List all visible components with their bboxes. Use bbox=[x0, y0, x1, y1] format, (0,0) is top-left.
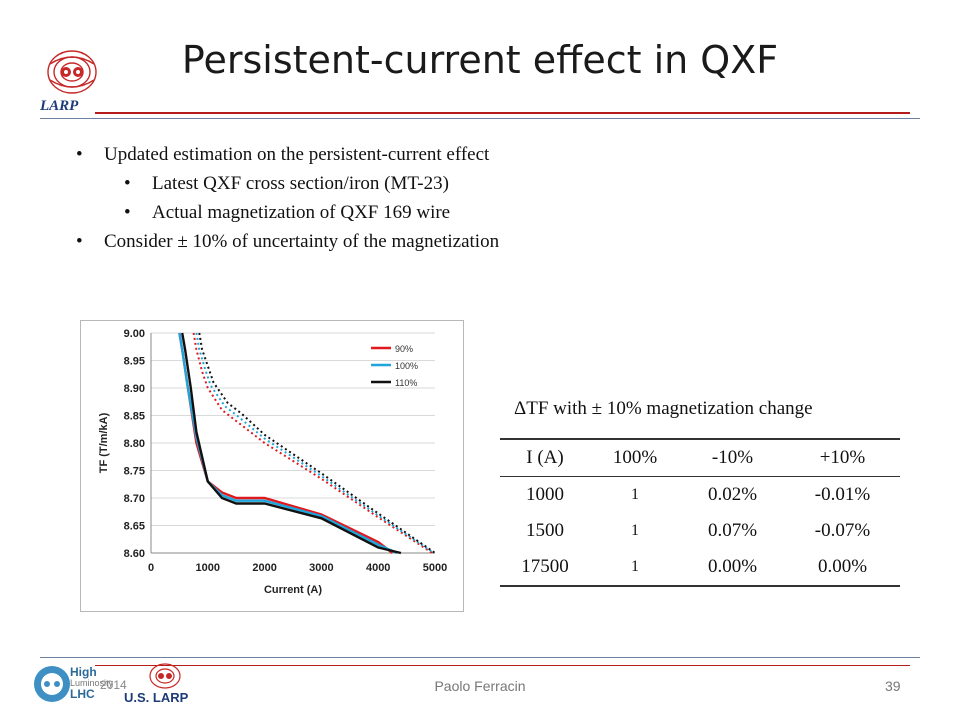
larp-logo-text: LARP bbox=[40, 98, 79, 114]
dotted-series-line bbox=[195, 332, 435, 554]
table-cell: 1500 bbox=[526, 520, 564, 541]
table-header-cell: I (A) bbox=[500, 438, 590, 477]
table-cell: 0.00% bbox=[680, 549, 785, 587]
bullet-item: • Actual magnetization of QXF 169 wire bbox=[124, 202, 451, 223]
table-cell: 0.07% bbox=[707, 520, 758, 541]
table-cell: 1 bbox=[631, 486, 639, 503]
x-tick-label: 5000 bbox=[423, 562, 447, 574]
table-cell: 0.00% bbox=[785, 549, 900, 587]
x-tick-label: 0 bbox=[148, 562, 154, 574]
bullet-list: • Updated estimation on the persistent-cu… bbox=[72, 140, 499, 256]
tf-vs-current-chart: 8.60 8.65 8.70 8.75 8.80 8.85 8.90 8.95 9.00 0 100… bbox=[98, 328, 447, 596]
bullet-item: • Latest QXF cross section/iron (MT-23) bbox=[124, 173, 449, 194]
y-tick-label: 8.80 bbox=[124, 438, 145, 450]
table-cell: 1 bbox=[590, 549, 680, 587]
hilumi-logo bbox=[34, 666, 70, 702]
y-tick-label: 9.00 bbox=[124, 328, 145, 340]
table-row: 1000 1 0.02% -0.01% bbox=[500, 477, 900, 514]
series-line bbox=[178, 332, 398, 555]
larp-logo bbox=[47, 50, 97, 94]
table-row: 1500 1 0.07% -0.07% bbox=[500, 513, 900, 549]
us-larp-logo-text: U.S. LARP bbox=[124, 690, 189, 705]
table-caption: ΔTF with ± 10% magnetization change bbox=[514, 398, 813, 419]
x-tick-label: 1000 bbox=[196, 562, 220, 574]
x-tick-label: 4000 bbox=[366, 562, 390, 574]
page-number: 39 bbox=[885, 678, 901, 694]
table-cell: 1000 bbox=[526, 484, 564, 505]
legend-label: 100% bbox=[395, 361, 418, 371]
y-tick-label: 8.95 bbox=[124, 356, 145, 368]
dotted-series-line bbox=[198, 332, 436, 554]
x-axis-label: Current (A) bbox=[264, 584, 322, 596]
footer-divider-accent bbox=[95, 665, 910, 666]
y-tick-label: 8.70 bbox=[124, 493, 145, 505]
footer-divider bbox=[40, 657, 920, 658]
y-tick-label: 8.75 bbox=[124, 466, 145, 478]
y-tick-label: 8.60 bbox=[124, 548, 145, 560]
table-header-cell: -10% bbox=[680, 438, 785, 477]
bullet-item: • Updated estimation on the persistent-cu… bbox=[76, 144, 490, 165]
delta-tf-table: I (A) 100% -10% +10% 1000 1 0.02% -0.01%… bbox=[500, 438, 900, 587]
table-cell: 17500 bbox=[500, 549, 590, 587]
y-tick-label: 8.85 bbox=[124, 411, 145, 423]
us-larp-logo bbox=[149, 663, 181, 689]
hilumi-logo-text: High Luminosity LHC bbox=[70, 665, 114, 701]
table-header-cell: 100% bbox=[590, 438, 680, 477]
chart-frame: 8.60 8.65 8.70 8.75 8.80 8.85 8.90 8.95 9.00 0 100… bbox=[80, 320, 464, 612]
table-cell: -0.01% bbox=[814, 484, 871, 505]
y-axis-label: TF (T/m/kA) bbox=[98, 412, 110, 473]
title-divider bbox=[95, 112, 910, 114]
legend-label: 90% bbox=[395, 344, 413, 354]
table-header-cell: +10% bbox=[785, 438, 900, 477]
table-cell: -0.07% bbox=[814, 520, 871, 541]
table-header-row: I (A) 100% -10% +10% bbox=[500, 438, 900, 477]
table-cell: 1 bbox=[631, 522, 639, 539]
y-tick-label: 8.65 bbox=[124, 521, 145, 533]
title-divider-secondary bbox=[40, 118, 920, 119]
legend-label: 110% bbox=[395, 378, 417, 388]
y-tick-label: 8.90 bbox=[124, 383, 145, 395]
table-cell: 0.02% bbox=[707, 484, 758, 505]
footer-author: Paolo Ferracin bbox=[434, 678, 526, 694]
slide-title: Persistent-current effect in QXF bbox=[181, 38, 779, 82]
table-row: 17500 1 0.00% 0.00% bbox=[500, 549, 900, 587]
footer-date: 2014 bbox=[100, 678, 127, 692]
bullet-item: • Consider ± 10% of uncertainty of the ma… bbox=[76, 231, 500, 252]
series-line bbox=[181, 332, 402, 555]
x-tick-label: 2000 bbox=[252, 562, 276, 574]
x-tick-label: 3000 bbox=[309, 562, 333, 574]
